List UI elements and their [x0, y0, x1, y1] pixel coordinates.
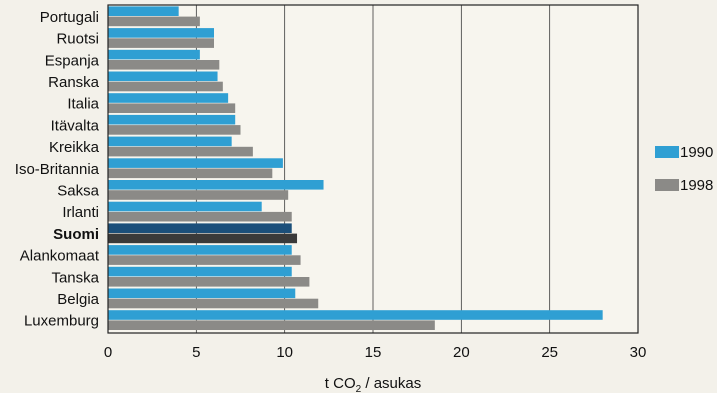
category-label-ruotsi: Ruotsi [56, 31, 99, 48]
bar-1998-irlanti [108, 211, 292, 222]
legend-swatch-1990 [655, 146, 679, 158]
legend-swatch-1998 [655, 179, 679, 191]
bar-1990-italia [108, 93, 229, 103]
plot-frame [107, 4, 639, 334]
bar-1998-belgia [108, 298, 319, 309]
x-axis-title: t CO2 / asukas [325, 375, 421, 393]
category-label-ranska: Ranska [48, 74, 100, 91]
bar-1998-suomi [108, 233, 298, 244]
bar-1990-tanska [108, 266, 292, 277]
bar-1990-alankomaat [108, 245, 292, 255]
category-label-saksa: Saksa [57, 182, 99, 199]
category-label-itävalta: Itävalta [51, 117, 100, 134]
x-tick-label-25: 25 [541, 344, 558, 361]
bar-1990-suomi [108, 223, 292, 233]
category-label-portugali: Portugali [40, 9, 99, 26]
x-tick-label-20: 20 [453, 344, 470, 361]
bar-1998-tanska [108, 277, 310, 287]
bar-1990-espanja [108, 49, 200, 60]
bar-1998-italia [108, 103, 236, 113]
category-label-italia: Italia [67, 96, 99, 113]
bar-1998-alankomaat [108, 255, 301, 265]
bar-1998-espanja [108, 60, 220, 70]
category-label-suomi: Suomi [53, 226, 99, 243]
legend-label-1998: 1998 [680, 177, 713, 194]
category-label-belgia: Belgia [57, 291, 99, 308]
bar-1998-saksa [108, 190, 289, 200]
bar-1990-iso-britannia [108, 158, 283, 168]
legend-label-1990: 1990 [680, 144, 713, 161]
bar-1998-ranska [108, 81, 223, 92]
bar-1990-kreikka [108, 136, 232, 147]
bar-1998-luxemburg [108, 320, 435, 330]
x-tick-label-0: 0 [104, 344, 112, 361]
x-tick-label-15: 15 [365, 344, 382, 361]
category-label-luxemburg: Luxemburg [24, 313, 99, 330]
bar-1990-ranska [108, 71, 218, 82]
x-tick-label-10: 10 [276, 344, 293, 361]
category-label-iso-britannia: Iso-Britannia [15, 161, 100, 178]
bar-1990-luxemburg [108, 310, 603, 320]
bar-1998-ruotsi [108, 38, 214, 48]
bar-1990-saksa [108, 180, 324, 190]
x-tick-label-30: 30 [630, 344, 647, 361]
bar-1998-portugali [108, 16, 200, 27]
category-label-kreikka: Kreikka [49, 139, 100, 156]
bar-1998-itävalta [108, 125, 241, 135]
category-label-espanja: Espanja [45, 52, 100, 69]
x-tick-label-5: 5 [192, 344, 200, 361]
category-label-irlanti: Irlanti [62, 204, 99, 221]
category-label-alankomaat: Alankomaat [20, 248, 100, 265]
bar-1990-ruotsi [108, 28, 214, 38]
bar-1998-kreikka [108, 146, 253, 157]
bar-1990-belgia [108, 288, 296, 299]
bar-1990-itävalta [108, 114, 236, 125]
bar-1990-irlanti [108, 201, 262, 212]
bar-1998-iso-britannia [108, 168, 273, 179]
category-label-tanska: Tanska [51, 269, 99, 286]
bar-1990-portugali [108, 6, 179, 17]
